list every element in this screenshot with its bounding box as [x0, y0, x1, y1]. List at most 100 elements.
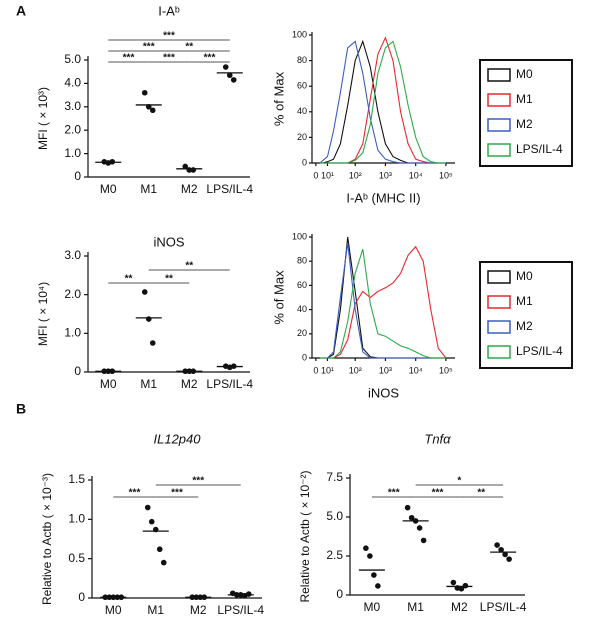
y-tick-label: 4.0 [64, 76, 81, 90]
dot [149, 107, 156, 114]
y-tick-label: 60 [297, 81, 307, 91]
dot [160, 559, 167, 566]
y-tick-label: 80 [297, 256, 307, 266]
significance-label: ** [165, 274, 173, 285]
dot [502, 551, 508, 558]
significance-label: * [457, 476, 461, 487]
dot [498, 546, 504, 553]
y-tick-label: 0 [302, 352, 307, 362]
y-tick-label: 1.0 [64, 326, 81, 340]
x-tick-label: 10² [349, 170, 362, 180]
histogram-line [319, 40, 446, 164]
y-tick-label: 100 [292, 231, 307, 241]
dot [149, 340, 156, 346]
chart-title: IL12p40 [154, 431, 202, 446]
y-tick-label: 1.5 [68, 472, 85, 486]
legend-box [479, 59, 573, 167]
legend-swatch [487, 143, 511, 157]
y-tick-label: 0 [74, 169, 81, 183]
dot [458, 585, 465, 592]
x-tick-label: 10³ [379, 365, 392, 375]
dot [141, 289, 148, 295]
y-tick-label: 20 [297, 328, 307, 338]
significance-label: ** [185, 261, 193, 272]
y-tick-label: 0 [78, 590, 85, 604]
dot [190, 167, 197, 173]
significance-label: ** [125, 274, 133, 285]
legend-box [479, 261, 573, 369]
x-tick-label: M0 [100, 182, 117, 196]
y-axis-label: MFI ( × 10³) [36, 87, 50, 150]
x-tick-label: 10³ [379, 170, 392, 180]
y-tick-label: 2.5 [326, 548, 343, 562]
y-tick-label: 60 [297, 280, 307, 290]
y-tick-label: 3.0 [64, 248, 81, 262]
y-tick-label: 0 [302, 157, 307, 167]
dot [182, 163, 189, 170]
legend-label: LPS/IL-4 [516, 344, 563, 358]
legend-swatch [487, 270, 511, 284]
significance-label: *** [163, 53, 175, 64]
panel-label: B [16, 401, 26, 417]
legend-swatch [487, 118, 511, 132]
legend-swatch [487, 345, 511, 359]
dot [375, 583, 381, 589]
dot [371, 572, 377, 578]
legend-swatch [487, 68, 511, 82]
dot [416, 525, 423, 531]
x-tick-label: M0 [100, 377, 117, 391]
x-tick-label: M1 [407, 600, 424, 614]
y-tick-label: 40 [297, 106, 307, 116]
x-tick-label: M1 [140, 182, 157, 196]
x-tick-label: LPS/IL-4 [480, 600, 527, 614]
legend-label: M2 [516, 319, 533, 333]
x-tick-label: LPS/IL-4 [206, 182, 253, 196]
chart-title: iNOS [153, 234, 184, 249]
y-tick-label: 2.0 [64, 287, 81, 301]
x-axis-label: I-Aᵇ (MHC II) [346, 190, 420, 205]
x-tick-label: M0 [364, 600, 381, 614]
dot [145, 316, 152, 322]
histogram-line [320, 40, 446, 164]
x-tick-label: 10⁴ [409, 365, 423, 375]
dot [494, 542, 500, 548]
chart-title: Tnfα [424, 431, 451, 446]
y-axis-label: % of Max [271, 71, 286, 126]
significance-label: *** [123, 53, 135, 64]
dot [363, 545, 369, 551]
y-tick-label: 1.0 [68, 512, 85, 526]
x-tick-label: M2 [190, 603, 207, 617]
x-tick-label: M0 [105, 603, 122, 617]
legend-swatch [487, 295, 511, 309]
significance-label: *** [204, 53, 216, 64]
legend-label: M2 [516, 117, 533, 131]
y-tick-label: 80 [297, 55, 307, 65]
significance-label: *** [143, 42, 155, 53]
dot [450, 579, 457, 586]
x-tick-label: LPS/IL-4 [217, 603, 264, 617]
y-axis-label: Relative to Actb ( × 10⁻³) [40, 473, 54, 605]
x-tick-label: M2 [451, 600, 468, 614]
x-tick-label: LPS/IL-4 [206, 377, 253, 391]
dot [404, 504, 411, 511]
x-tick-label: 10⁴ [409, 170, 423, 180]
dot [222, 64, 229, 70]
legend-label: M0 [516, 269, 533, 283]
x-tick-label: M1 [140, 377, 157, 391]
significance-label: *** [129, 488, 141, 499]
dot [141, 89, 148, 96]
y-axis-label: Relative to Actb ( × 10⁻²) [298, 470, 312, 602]
y-tick-label: 100 [292, 29, 307, 39]
dot [156, 546, 163, 553]
significance-label: *** [163, 31, 175, 42]
dot [144, 504, 151, 511]
dot [506, 556, 512, 562]
x-tick-label: 0 [313, 365, 318, 375]
chart-title: I-Aᵇ [158, 3, 180, 18]
y-tick-label: 7.5 [326, 470, 343, 484]
y-tick-label: 2.0 [64, 122, 81, 136]
histogram-line [320, 236, 446, 359]
x-tick-label: M2 [181, 377, 198, 391]
significance-label: ** [477, 488, 485, 499]
